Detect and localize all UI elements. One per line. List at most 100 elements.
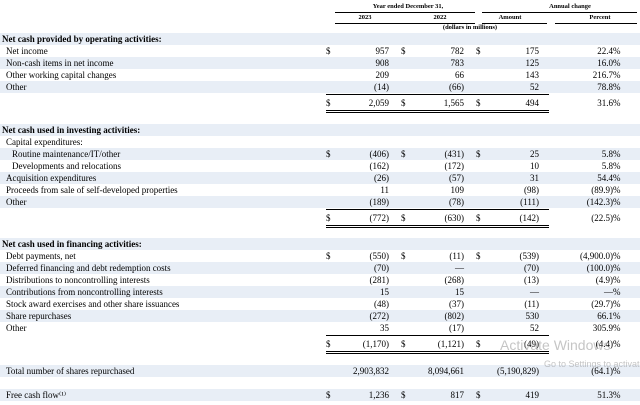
table-row: Deferred financing and debt redemption c…	[0, 262, 640, 274]
table-row: Other 35 (17) 52 305.9 %	[0, 322, 640, 334]
row-label: Deferred financing and debt redemption c…	[6, 263, 171, 273]
percent-sign: %	[613, 366, 621, 376]
value-2023: 2,903,832	[353, 366, 389, 376]
currency-symbol: $	[326, 98, 331, 108]
table-row: Contributions from noncontrolling intere…	[0, 286, 640, 298]
change-percent: 31.6	[597, 98, 613, 108]
annual-change-header-rule	[482, 12, 637, 13]
row-label: Share repurchases	[6, 311, 72, 321]
row-label: Net income	[6, 46, 48, 56]
row-label: Other working capital changes	[6, 70, 117, 80]
change-amount: 125	[525, 58, 540, 68]
percent-sign: %	[613, 46, 621, 56]
annual-change-header: Annual change	[549, 3, 591, 10]
row-label: Non-cash items in net income	[6, 58, 114, 68]
value-2022: 782	[450, 46, 465, 56]
percent-sign: %	[613, 197, 621, 207]
percent-sign: %	[613, 299, 621, 309]
percent-header: Percent	[589, 14, 611, 21]
table-row: Other (14) (66) 52 78.8 %	[0, 81, 640, 93]
free-cash-flow-row: Free cash flow⁽¹⁾ $ 1,236 $ 817 $ 419 51…	[0, 389, 640, 401]
value-2022: (66)	[449, 82, 464, 92]
change-amount: (142)	[519, 213, 540, 223]
table-row: Non-cash items in net income 908 783 125…	[0, 57, 640, 69]
value-2022: 109	[450, 185, 465, 195]
value-2023: 15	[380, 287, 389, 297]
change-amount: 10	[530, 161, 539, 171]
currency-symbol: $	[326, 149, 331, 159]
percent-sign: %	[613, 149, 621, 159]
units-header: (dollars in millions)	[442, 24, 498, 31]
row-label: Distributions to noncontrolling interest…	[6, 275, 150, 285]
change-amount: (70)	[524, 263, 539, 273]
change-amount: (539)	[519, 251, 540, 261]
percent-sign: %	[613, 82, 621, 92]
value-2023: (70)	[374, 263, 389, 273]
table-row: Other (189) (78) (111) (142.3) %	[0, 196, 640, 208]
value-2023: (281)	[369, 275, 390, 285]
row-label: Debt payments, net	[6, 251, 76, 261]
table-row: Acquisition expenditures (26) (57) 31 54…	[0, 172, 640, 184]
percent-sign: %	[613, 287, 621, 297]
currency-symbol: $	[401, 46, 406, 56]
value-2022: (1,121)	[437, 339, 464, 349]
change-amount: (49)	[524, 339, 539, 349]
change-amount: (111)	[520, 197, 539, 207]
change-percent: (22.5)	[591, 213, 613, 223]
percent-sign: %	[613, 58, 621, 68]
change-percent: 216.7	[592, 70, 613, 80]
value-2022: —	[455, 263, 464, 273]
value-2022: (78)	[449, 197, 464, 207]
value-2023: (1,170)	[362, 339, 389, 349]
value-2023: (14)	[374, 82, 389, 92]
value-2022: (57)	[449, 173, 464, 183]
change-amount: (5,190,829)	[497, 366, 539, 376]
value-2022: 15	[455, 287, 464, 297]
change-percent: (64.1)	[591, 366, 613, 376]
total-row: $ 2,059 $ 1,565 $ 494 31.6 %	[0, 97, 640, 109]
percent-sign: %	[613, 339, 621, 349]
percent-sign: %	[613, 323, 621, 333]
percent-sign: %	[613, 70, 621, 80]
change-percent: 22.4	[597, 46, 613, 56]
currency-symbol: $	[476, 46, 481, 56]
value-2022: (431)	[444, 149, 465, 159]
total-row: $ (1,170) $ (1,121) $ (49) (4.4) %	[0, 338, 640, 350]
investing-section-header: Net cash used in investing activities:	[0, 124, 640, 136]
change-amount: 52	[530, 323, 539, 333]
currency-symbol: $	[401, 251, 406, 261]
currency-symbol: $	[326, 339, 331, 349]
currency-symbol: $	[401, 149, 406, 159]
currency-symbol: $	[476, 149, 481, 159]
row-label: Free cash flow⁽¹⁾	[6, 390, 67, 400]
change-percent: 54.4	[597, 173, 613, 183]
currency-symbol: $	[476, 251, 481, 261]
value-2023: 1,236	[368, 390, 389, 400]
period-header: Year ended December 31,	[372, 3, 444, 10]
currency-symbol: $	[476, 213, 481, 223]
years-header-rule	[335, 23, 475, 24]
row-label: Acquisition expenditures	[6, 173, 97, 183]
value-2023: (406)	[369, 149, 390, 159]
value-2023: 209	[375, 70, 390, 80]
change-amount: 52	[530, 82, 539, 92]
value-2023: (550)	[369, 251, 390, 261]
value-2022: (17)	[449, 323, 464, 333]
change-amount: —	[530, 287, 539, 297]
table-row: Other working capital changes 209 66 143…	[0, 69, 640, 81]
currency-symbol: $	[326, 390, 331, 400]
change-amount: (11)	[524, 299, 539, 309]
change-percent: 16.0	[597, 58, 613, 68]
currency-symbol: $	[326, 251, 331, 261]
row-label: Other	[6, 82, 27, 92]
total-double-rule	[326, 110, 549, 113]
row-label: Proceeds from sale of self-developed pro…	[6, 185, 178, 195]
value-2023: (272)	[369, 311, 390, 321]
table-row: Share repurchases (272) (802) 530 66.1 %	[0, 310, 640, 322]
value-2022: (11)	[449, 251, 464, 261]
shares-repurchased-row: Total number of shares repurchased 2,903…	[0, 365, 640, 377]
year-2022-header: 2022	[433, 14, 447, 21]
percent-sign: %	[613, 185, 621, 195]
change-percent: (89.9)	[591, 185, 613, 195]
row-label: Other	[6, 197, 27, 207]
